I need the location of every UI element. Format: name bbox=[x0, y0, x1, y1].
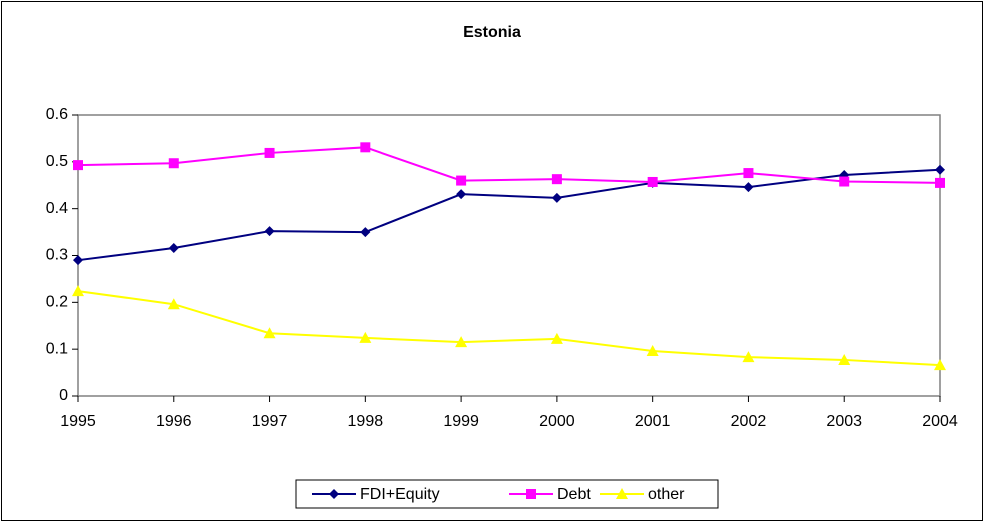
chart-title: Estonia bbox=[463, 24, 521, 41]
legend-marker bbox=[616, 488, 628, 499]
marker bbox=[360, 227, 371, 238]
marker bbox=[742, 351, 755, 363]
marker bbox=[264, 147, 275, 158]
legend-label: Debt bbox=[557, 486, 591, 503]
marker bbox=[72, 285, 84, 297]
x-tick-label: 1996 bbox=[156, 413, 192, 430]
legend bbox=[295, 479, 719, 509]
y-tick-label: 0 bbox=[59, 387, 68, 404]
marker bbox=[167, 298, 180, 310]
marker bbox=[360, 142, 371, 153]
x-tick-label: 1999 bbox=[443, 413, 479, 430]
marker bbox=[168, 243, 179, 254]
legend-marker bbox=[329, 489, 339, 499]
x-tick-label: 2000 bbox=[539, 413, 575, 430]
y-tick-label: 0.3 bbox=[46, 247, 68, 264]
marker bbox=[263, 327, 276, 339]
x-tick-label: 2001 bbox=[635, 413, 671, 430]
marker bbox=[646, 345, 659, 357]
marker bbox=[838, 353, 851, 365]
marker bbox=[935, 177, 945, 188]
x-tick-label: 1995 bbox=[60, 413, 96, 430]
legend-marker bbox=[526, 489, 536, 499]
legend-label: other bbox=[648, 486, 685, 503]
marker bbox=[168, 158, 179, 169]
marker bbox=[359, 331, 372, 343]
series-line bbox=[77, 290, 941, 367]
y-tick-label: 0.1 bbox=[46, 340, 68, 357]
marker bbox=[743, 168, 754, 179]
y-tick-label: 0.6 bbox=[46, 106, 68, 123]
marker bbox=[839, 176, 850, 187]
marker bbox=[455, 336, 468, 348]
series-line bbox=[77, 168, 941, 262]
y-tick-label: 0.2 bbox=[46, 294, 68, 311]
marker bbox=[456, 175, 467, 186]
x-tick-label: 1997 bbox=[252, 413, 288, 430]
marker bbox=[73, 255, 83, 266]
marker bbox=[934, 359, 946, 371]
marker bbox=[551, 192, 562, 203]
marker bbox=[550, 332, 563, 344]
x-tick-label: 1998 bbox=[348, 413, 384, 430]
y-tick-label: 0.4 bbox=[46, 200, 68, 217]
x-tick-label: 2002 bbox=[731, 413, 767, 430]
marker bbox=[73, 160, 83, 171]
marker bbox=[456, 189, 467, 200]
x-tick-label: 2003 bbox=[826, 413, 862, 430]
y-tick-label: 0.5 bbox=[46, 153, 68, 170]
legend-label: FDI+Equity bbox=[360, 486, 440, 503]
series-line bbox=[77, 146, 941, 184]
marker bbox=[935, 164, 945, 175]
marker bbox=[743, 182, 754, 193]
x-tick-label: 2004 bbox=[922, 413, 958, 430]
marker bbox=[647, 176, 658, 187]
marker bbox=[551, 174, 562, 185]
marker bbox=[264, 226, 275, 237]
